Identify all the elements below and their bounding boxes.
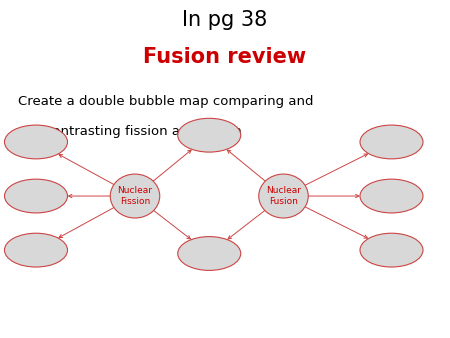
- Text: Fusion review: Fusion review: [144, 47, 306, 67]
- Ellipse shape: [110, 174, 160, 218]
- Ellipse shape: [360, 179, 423, 213]
- Text: Create a double bubble map comparing and: Create a double bubble map comparing and: [18, 95, 314, 107]
- Ellipse shape: [360, 233, 423, 267]
- Text: Nuclear
Fusion: Nuclear Fusion: [266, 186, 301, 206]
- Ellipse shape: [4, 179, 68, 213]
- Text: In pg 38: In pg 38: [182, 10, 268, 30]
- Text: Nuclear
Fission: Nuclear Fission: [117, 186, 153, 206]
- Text: contrasting fission and fusion: contrasting fission and fusion: [45, 125, 242, 138]
- Ellipse shape: [4, 233, 68, 267]
- Ellipse shape: [178, 118, 241, 152]
- Ellipse shape: [360, 125, 423, 159]
- Ellipse shape: [4, 125, 68, 159]
- Ellipse shape: [178, 237, 241, 270]
- Ellipse shape: [259, 174, 308, 218]
